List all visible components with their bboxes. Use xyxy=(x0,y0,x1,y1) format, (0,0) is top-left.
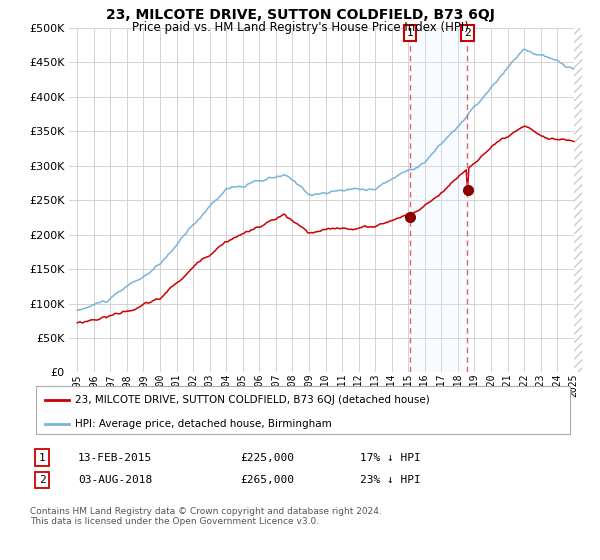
Text: £225,000: £225,000 xyxy=(240,452,294,463)
Text: 2: 2 xyxy=(464,28,471,38)
Text: 13-FEB-2015: 13-FEB-2015 xyxy=(78,452,152,463)
Text: Contains HM Land Registry data © Crown copyright and database right 2024.
This d: Contains HM Land Registry data © Crown c… xyxy=(30,507,382,526)
Text: 23% ↓ HPI: 23% ↓ HPI xyxy=(360,475,421,485)
Text: 03-AUG-2018: 03-AUG-2018 xyxy=(78,475,152,485)
Text: Price paid vs. HM Land Registry's House Price Index (HPI): Price paid vs. HM Land Registry's House … xyxy=(131,21,469,34)
Text: 1: 1 xyxy=(38,452,46,463)
Bar xyxy=(410,28,467,372)
Polygon shape xyxy=(574,28,582,372)
Text: 1: 1 xyxy=(407,28,413,38)
Text: 23, MILCOTE DRIVE, SUTTON COLDFIELD, B73 6QJ (detached house): 23, MILCOTE DRIVE, SUTTON COLDFIELD, B73… xyxy=(75,395,430,405)
Text: 2: 2 xyxy=(38,475,46,485)
Text: 23, MILCOTE DRIVE, SUTTON COLDFIELD, B73 6QJ: 23, MILCOTE DRIVE, SUTTON COLDFIELD, B73… xyxy=(106,8,494,22)
Text: 17% ↓ HPI: 17% ↓ HPI xyxy=(360,452,421,463)
Text: HPI: Average price, detached house, Birmingham: HPI: Average price, detached house, Birm… xyxy=(75,418,332,428)
Text: £265,000: £265,000 xyxy=(240,475,294,485)
